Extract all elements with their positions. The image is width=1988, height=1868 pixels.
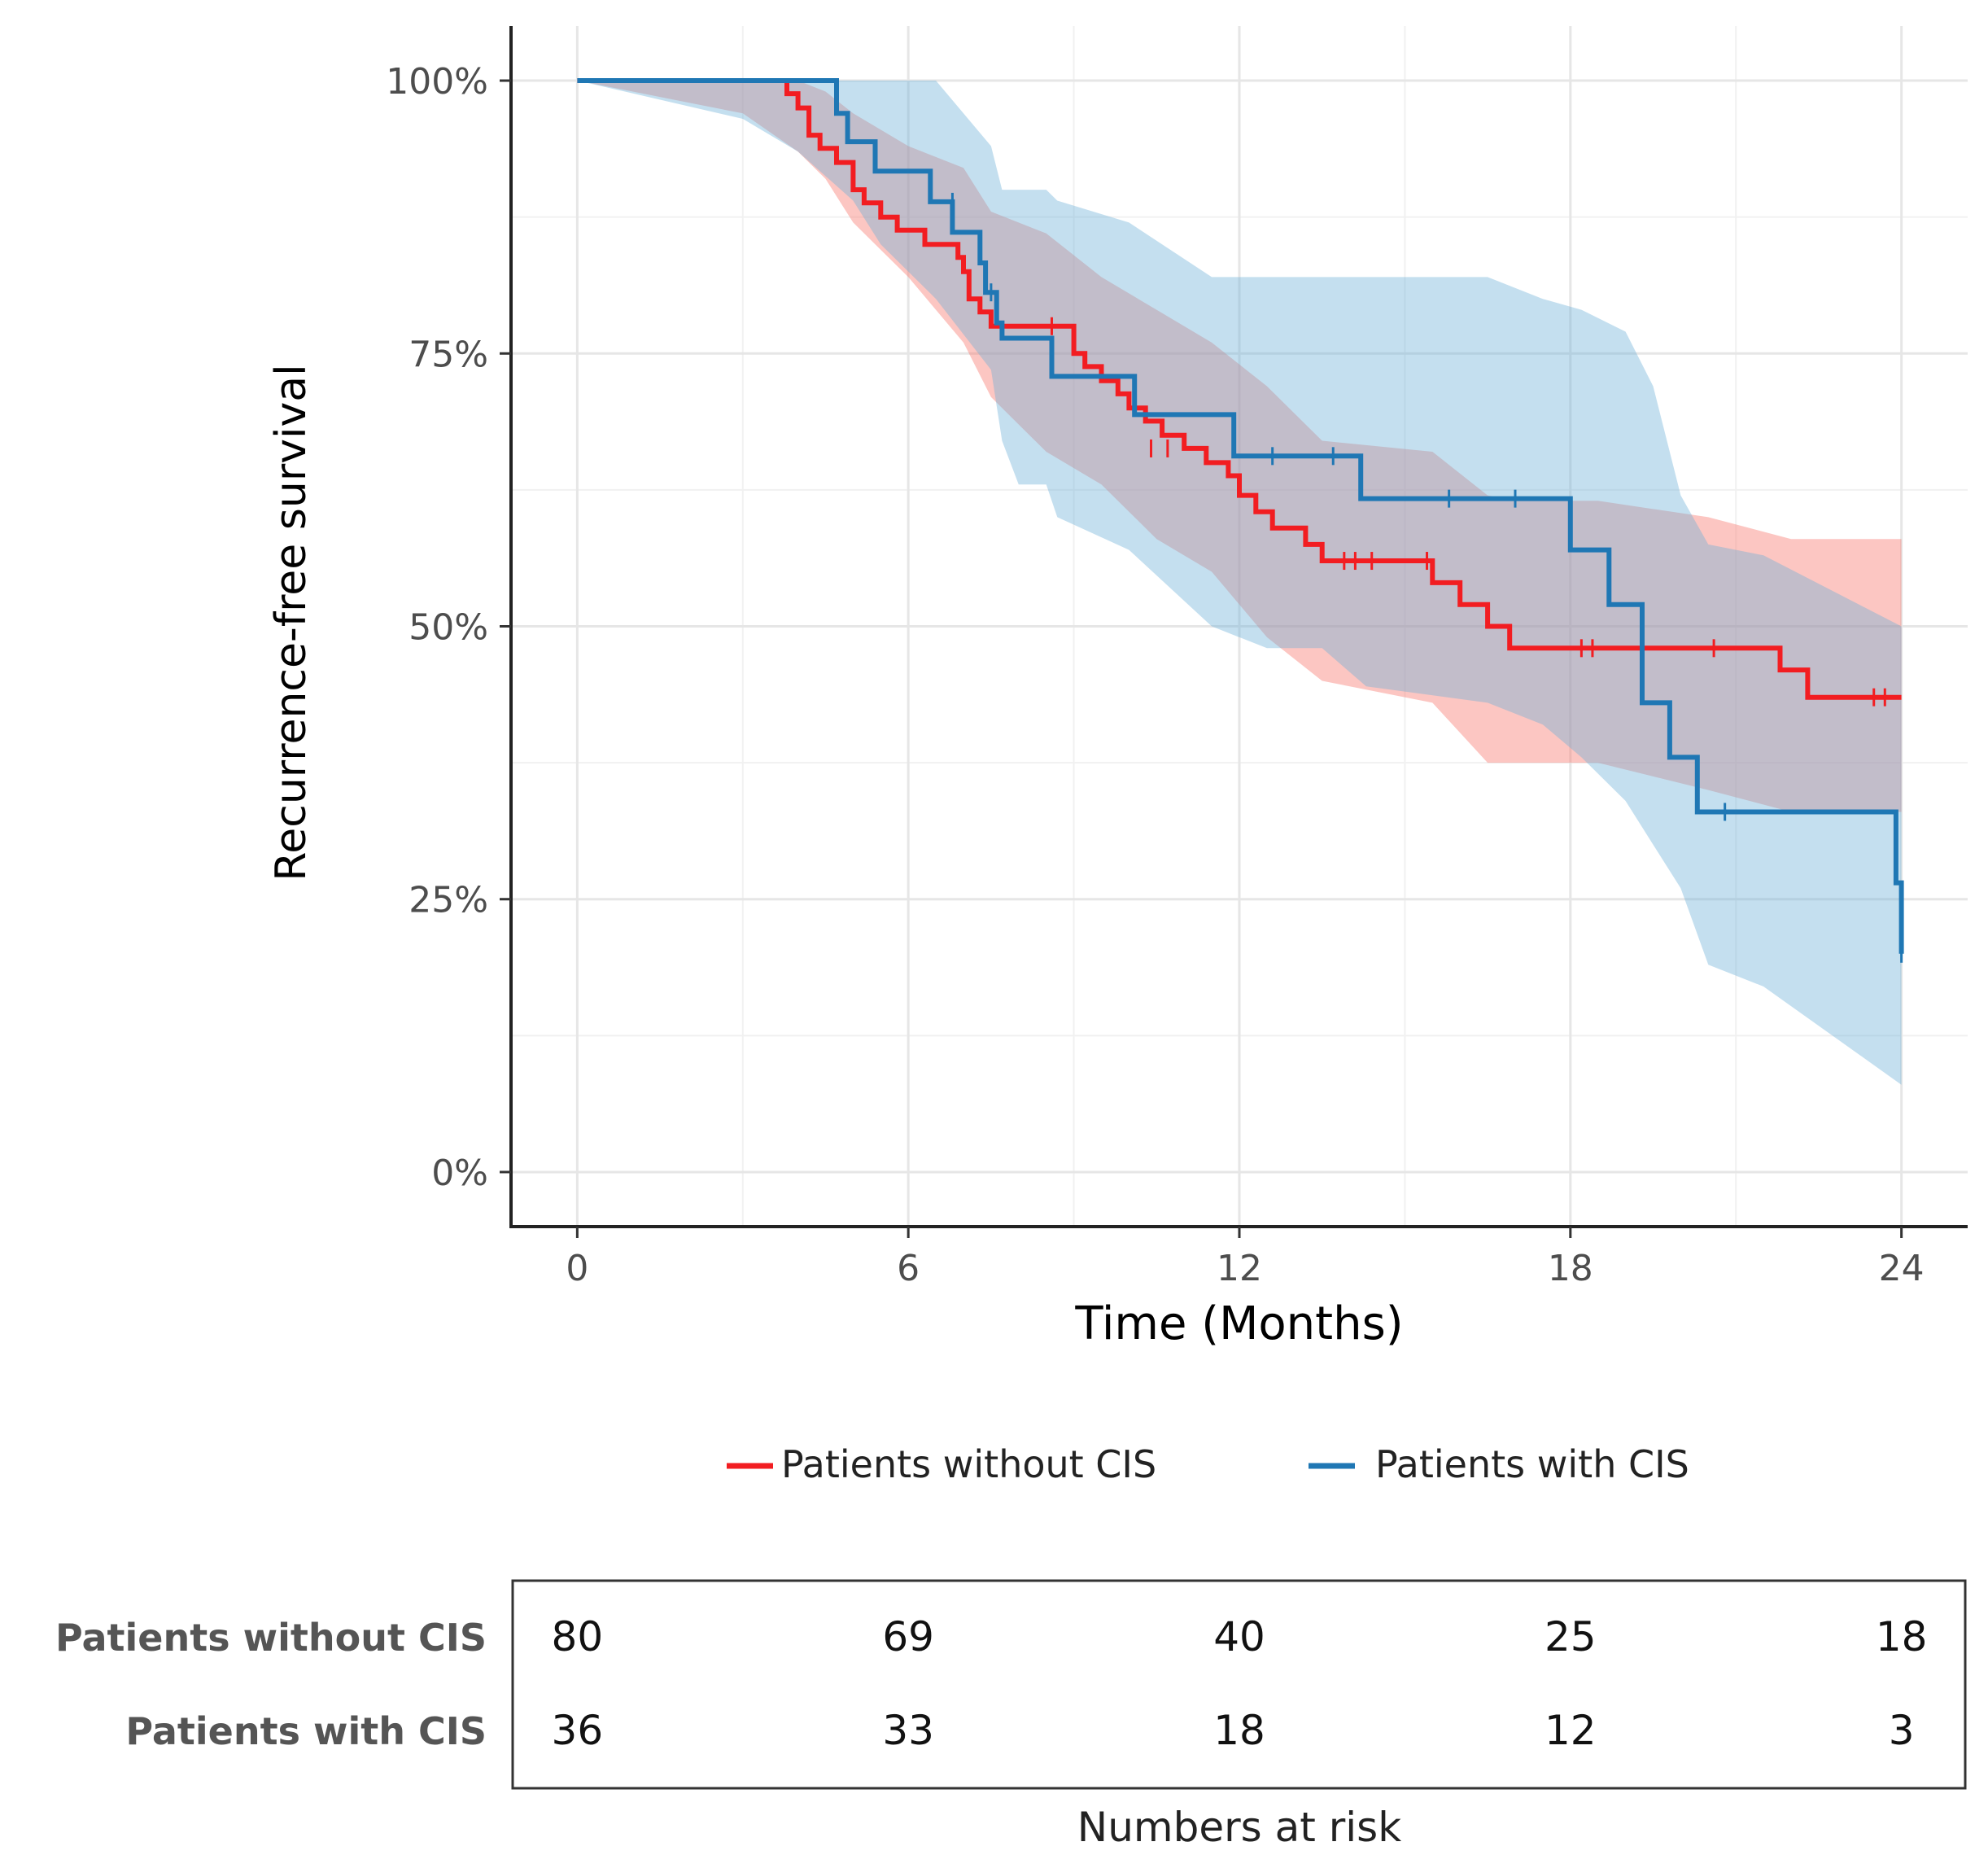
risk-value: 69	[882, 1613, 934, 1660]
axis-lines	[509, 26, 1968, 1228]
x-tick-label: 12	[1217, 1248, 1262, 1289]
risk-value: 80	[552, 1613, 604, 1660]
risk-value: 18	[1876, 1613, 1928, 1660]
risk-values: 80 69 40 25 18 36 33 18 12 3	[552, 1613, 1928, 1754]
confidence-band-with-cis	[577, 81, 1902, 1085]
y-axis-ticks: 0% 25% 50% 75% 100%	[386, 61, 511, 1194]
risk-table: Patients without CIS Patients with CIS 8…	[55, 1579, 1967, 1851]
y-tick-label: 50%	[409, 607, 488, 649]
y-tick-label: 100%	[386, 61, 488, 103]
legend-label-without-cis: Patients without CIS	[781, 1442, 1156, 1486]
confidence-band-without-cis	[577, 81, 1902, 812]
legend-label-with-cis: Patients with CIS	[1375, 1442, 1689, 1486]
risk-value: 36	[552, 1707, 604, 1754]
risk-table-box	[511, 1579, 1967, 1790]
x-tick-label: 6	[897, 1248, 920, 1289]
risk-value: 18	[1213, 1707, 1265, 1754]
x-tick-label: 0	[566, 1248, 588, 1289]
risk-value: 12	[1545, 1707, 1597, 1754]
survival-curve-without-cis	[577, 78, 1902, 700]
risk-row-label-without-cis: Patients without CIS	[55, 1616, 487, 1660]
censor-marks	[950, 192, 1903, 963]
plot-area	[509, 26, 1968, 1228]
risk-row-label-with-cis: Patients with CIS	[125, 1709, 487, 1753]
x-axis-ticks: 0 6 12 18 24	[566, 1227, 1925, 1289]
legend: Patients without CIS Patients with CIS	[727, 1442, 1689, 1486]
survival-curve-with-cis	[577, 78, 1904, 954]
x-axis-title: Time (Months)	[1074, 1297, 1403, 1350]
y-tick-label: 75%	[409, 334, 488, 375]
confidence-bands	[577, 81, 1902, 1085]
survival-curves	[577, 78, 1904, 954]
x-tick-label: 18	[1548, 1248, 1593, 1289]
y-axis-title: Recurrence-free survival	[267, 364, 316, 881]
y-tick-label: 25%	[409, 880, 488, 921]
risk-value: 33	[882, 1707, 934, 1754]
risk-value: 40	[1213, 1613, 1265, 1660]
y-tick-label: 0%	[431, 1153, 488, 1194]
risk-value: 25	[1545, 1613, 1597, 1660]
risk-value: 3	[1889, 1707, 1915, 1754]
x-tick-label: 24	[1879, 1248, 1925, 1289]
risk-table-title: Numbers at risk	[1077, 1804, 1401, 1851]
